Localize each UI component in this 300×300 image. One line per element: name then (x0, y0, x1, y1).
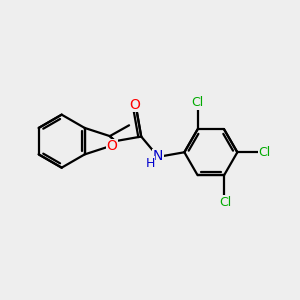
Text: O: O (130, 98, 141, 112)
Text: N: N (152, 149, 163, 163)
Text: H: H (145, 157, 155, 170)
Text: O: O (107, 139, 118, 153)
Text: Cl: Cl (219, 196, 232, 209)
Text: Cl: Cl (258, 146, 271, 159)
Text: Cl: Cl (191, 96, 204, 109)
